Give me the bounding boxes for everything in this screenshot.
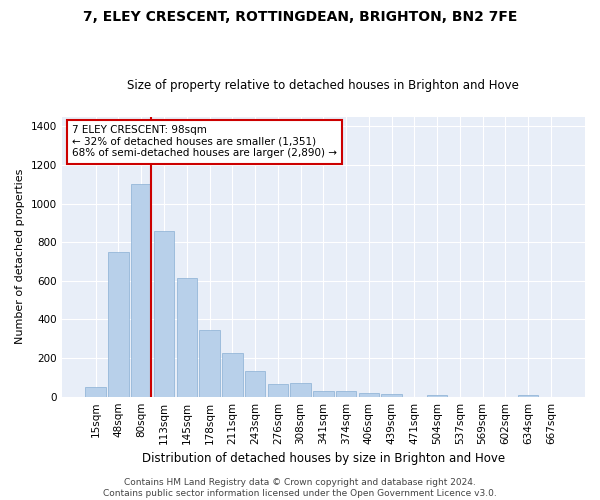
Bar [176, 278, 197, 396]
Bar [245, 370, 265, 396]
Text: Contains HM Land Registry data © Crown copyright and database right 2024.
Contai: Contains HM Land Registry data © Crown c… [103, 478, 497, 498]
Bar [154, 230, 174, 396]
Bar [518, 395, 538, 396]
Text: 7 ELEY CRESCENT: 98sqm
← 32% of detached houses are smaller (1,351)
68% of semi-: 7 ELEY CRESCENT: 98sqm ← 32% of detached… [72, 125, 337, 158]
Bar [108, 252, 129, 396]
X-axis label: Distribution of detached houses by size in Brighton and Hove: Distribution of detached houses by size … [142, 452, 505, 465]
Bar [336, 391, 356, 396]
Bar [290, 383, 311, 396]
Bar [313, 391, 334, 396]
Text: 7, ELEY CRESCENT, ROTTINGDEAN, BRIGHTON, BN2 7FE: 7, ELEY CRESCENT, ROTTINGDEAN, BRIGHTON,… [83, 10, 517, 24]
Bar [382, 394, 402, 396]
Title: Size of property relative to detached houses in Brighton and Hove: Size of property relative to detached ho… [127, 79, 519, 92]
Bar [359, 393, 379, 396]
Bar [85, 387, 106, 396]
Bar [427, 395, 448, 396]
Y-axis label: Number of detached properties: Number of detached properties [15, 169, 25, 344]
Bar [131, 184, 151, 396]
Bar [268, 384, 288, 396]
Bar [222, 353, 242, 397]
Bar [199, 330, 220, 396]
